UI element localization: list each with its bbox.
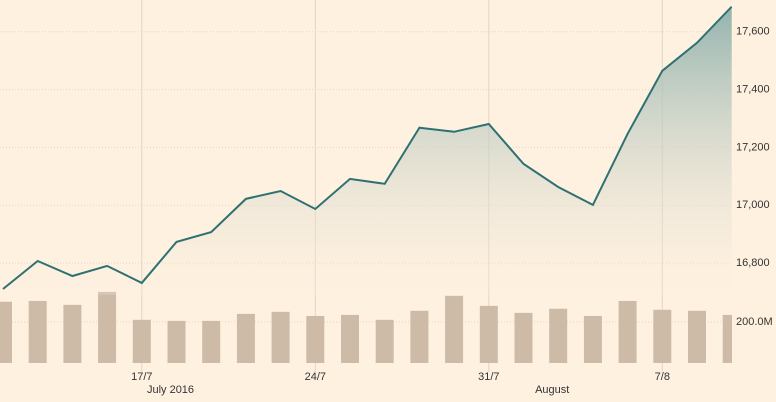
- y2-tick-label: 200.0M: [736, 316, 773, 328]
- plot: [0, 5, 732, 363]
- area: [3, 6, 732, 295]
- y-tick-label: 17,200: [736, 141, 770, 153]
- volume-bar: [167, 320, 186, 363]
- y-tick-label: 17,000: [736, 199, 770, 211]
- month-label: August: [535, 384, 569, 396]
- volume-bar: [132, 319, 151, 363]
- volume-bar: [479, 305, 498, 363]
- month-label: July 2016: [147, 384, 194, 396]
- volume-bar: [341, 314, 359, 363]
- volume-bar: [653, 309, 672, 363]
- volume-bar: [0, 301, 12, 363]
- y-tick-label: 17,400: [736, 84, 770, 96]
- volume-bar: [28, 300, 47, 363]
- x-tick-label: 7/8: [655, 371, 670, 383]
- volume-bar: [514, 312, 533, 363]
- volume-bar: [202, 320, 221, 363]
- volume-bar: [618, 300, 637, 363]
- volume-bar: [722, 314, 732, 363]
- volume-bar: [410, 310, 429, 363]
- y-tick-label: 16,800: [736, 257, 770, 269]
- volume-bar: [375, 319, 394, 363]
- x-tick-label: 17/7: [131, 371, 152, 383]
- volume-bar: [98, 291, 117, 363]
- x-tick-label: 31/7: [478, 371, 499, 383]
- volume-bar: [271, 311, 290, 363]
- x-tick-label: 24/7: [305, 371, 326, 383]
- volume-bar: [688, 310, 706, 363]
- y-tick-label: 17,600: [736, 26, 770, 38]
- volume-bar: [549, 308, 568, 363]
- volume-bar: [306, 315, 325, 363]
- volume-bar: [236, 313, 255, 363]
- price-line: [2, 5, 732, 290]
- volume-bar: [445, 295, 464, 363]
- volume-bar: [63, 304, 82, 363]
- volume-bar: [583, 315, 602, 363]
